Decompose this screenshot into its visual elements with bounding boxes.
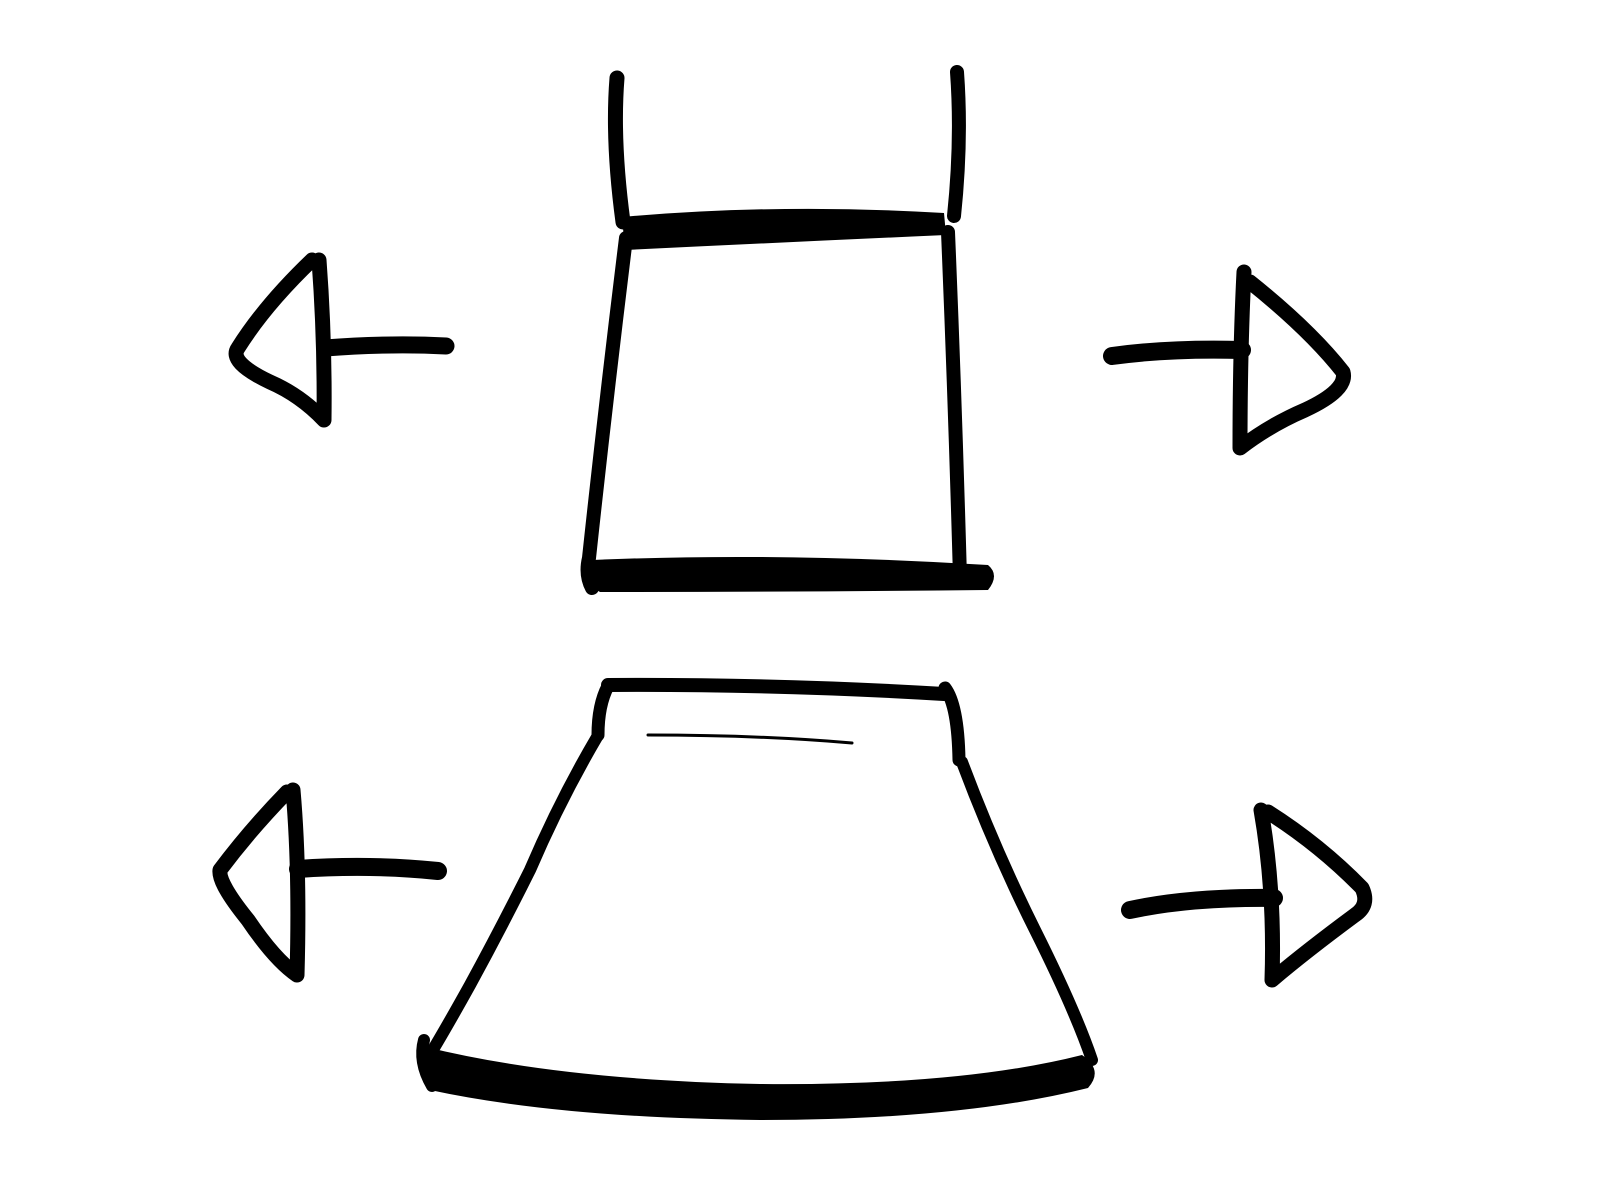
tank-top-icon: [580, 65, 994, 595]
top-left-side: [580, 231, 633, 595]
waistband-right: [938, 681, 966, 767]
arrow-shaft: [1103, 340, 1251, 365]
skirt-right-side: [956, 756, 1098, 1066]
arrow-shaft: [289, 857, 447, 880]
arrow-right-icon: [1121, 802, 1373, 988]
right-strap: [947, 65, 966, 223]
arrow-head: [228, 252, 332, 428]
top-hem-band: [590, 556, 994, 592]
arrow-left-icon: [212, 782, 447, 983]
arrow-head: [1253, 802, 1373, 988]
skirt-icon: [416, 677, 1098, 1120]
skirt-left-side: [422, 731, 603, 1064]
arrow-head: [212, 782, 306, 983]
left-strap: [607, 70, 631, 230]
top-right-side: [941, 225, 967, 585]
neckline-band: [622, 208, 946, 250]
skirt-hem-end: [416, 1034, 438, 1092]
arrow-shaft: [316, 336, 455, 357]
arrow-right-icon: [1103, 264, 1351, 456]
waistband-top: [601, 677, 951, 701]
arrow-shaft: [1121, 888, 1283, 919]
skirt-hem-band: [419, 1047, 1095, 1120]
waistband-seam: [646, 733, 854, 745]
waistband-left: [591, 679, 615, 742]
arrow-left-icon: [228, 252, 455, 428]
arrow-head: [1232, 264, 1351, 456]
